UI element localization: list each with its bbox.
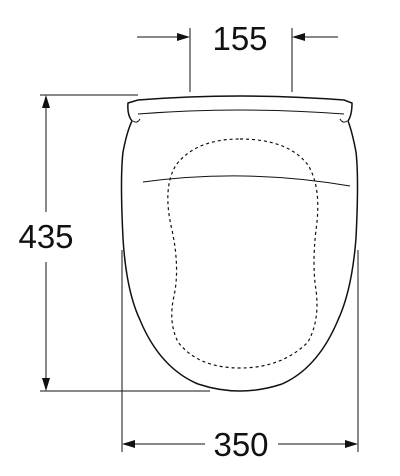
bottom-width-dimension: 350 [122, 426, 358, 463]
height-dim-bottom-arrowhead [42, 378, 50, 391]
toilet-seat [120, 95, 359, 392]
bottom-dim-right-arrowhead [345, 440, 358, 448]
top-dim-left-arrowhead [177, 33, 190, 41]
height-dimension: 435 [18, 95, 74, 391]
height-label: 435 [18, 218, 73, 255]
bottom-width-label: 350 [213, 426, 268, 463]
left-hinge-notch [132, 118, 141, 123]
bottom-dim-left-arrowhead [122, 440, 135, 448]
right-hinge-notch [339, 118, 348, 123]
top-width-dimension: 155 [137, 20, 338, 57]
top-dim-right-arrowhead [292, 33, 305, 41]
extension-lines [40, 28, 359, 452]
seat-rear-edge-line [137, 109, 345, 115]
seat-outer-outline [120, 95, 359, 392]
top-width-label: 155 [212, 20, 267, 57]
height-dim-top-arrowhead [42, 95, 50, 108]
seat-contour-line [142, 175, 351, 187]
seat-opening-hidden-line [167, 138, 319, 369]
